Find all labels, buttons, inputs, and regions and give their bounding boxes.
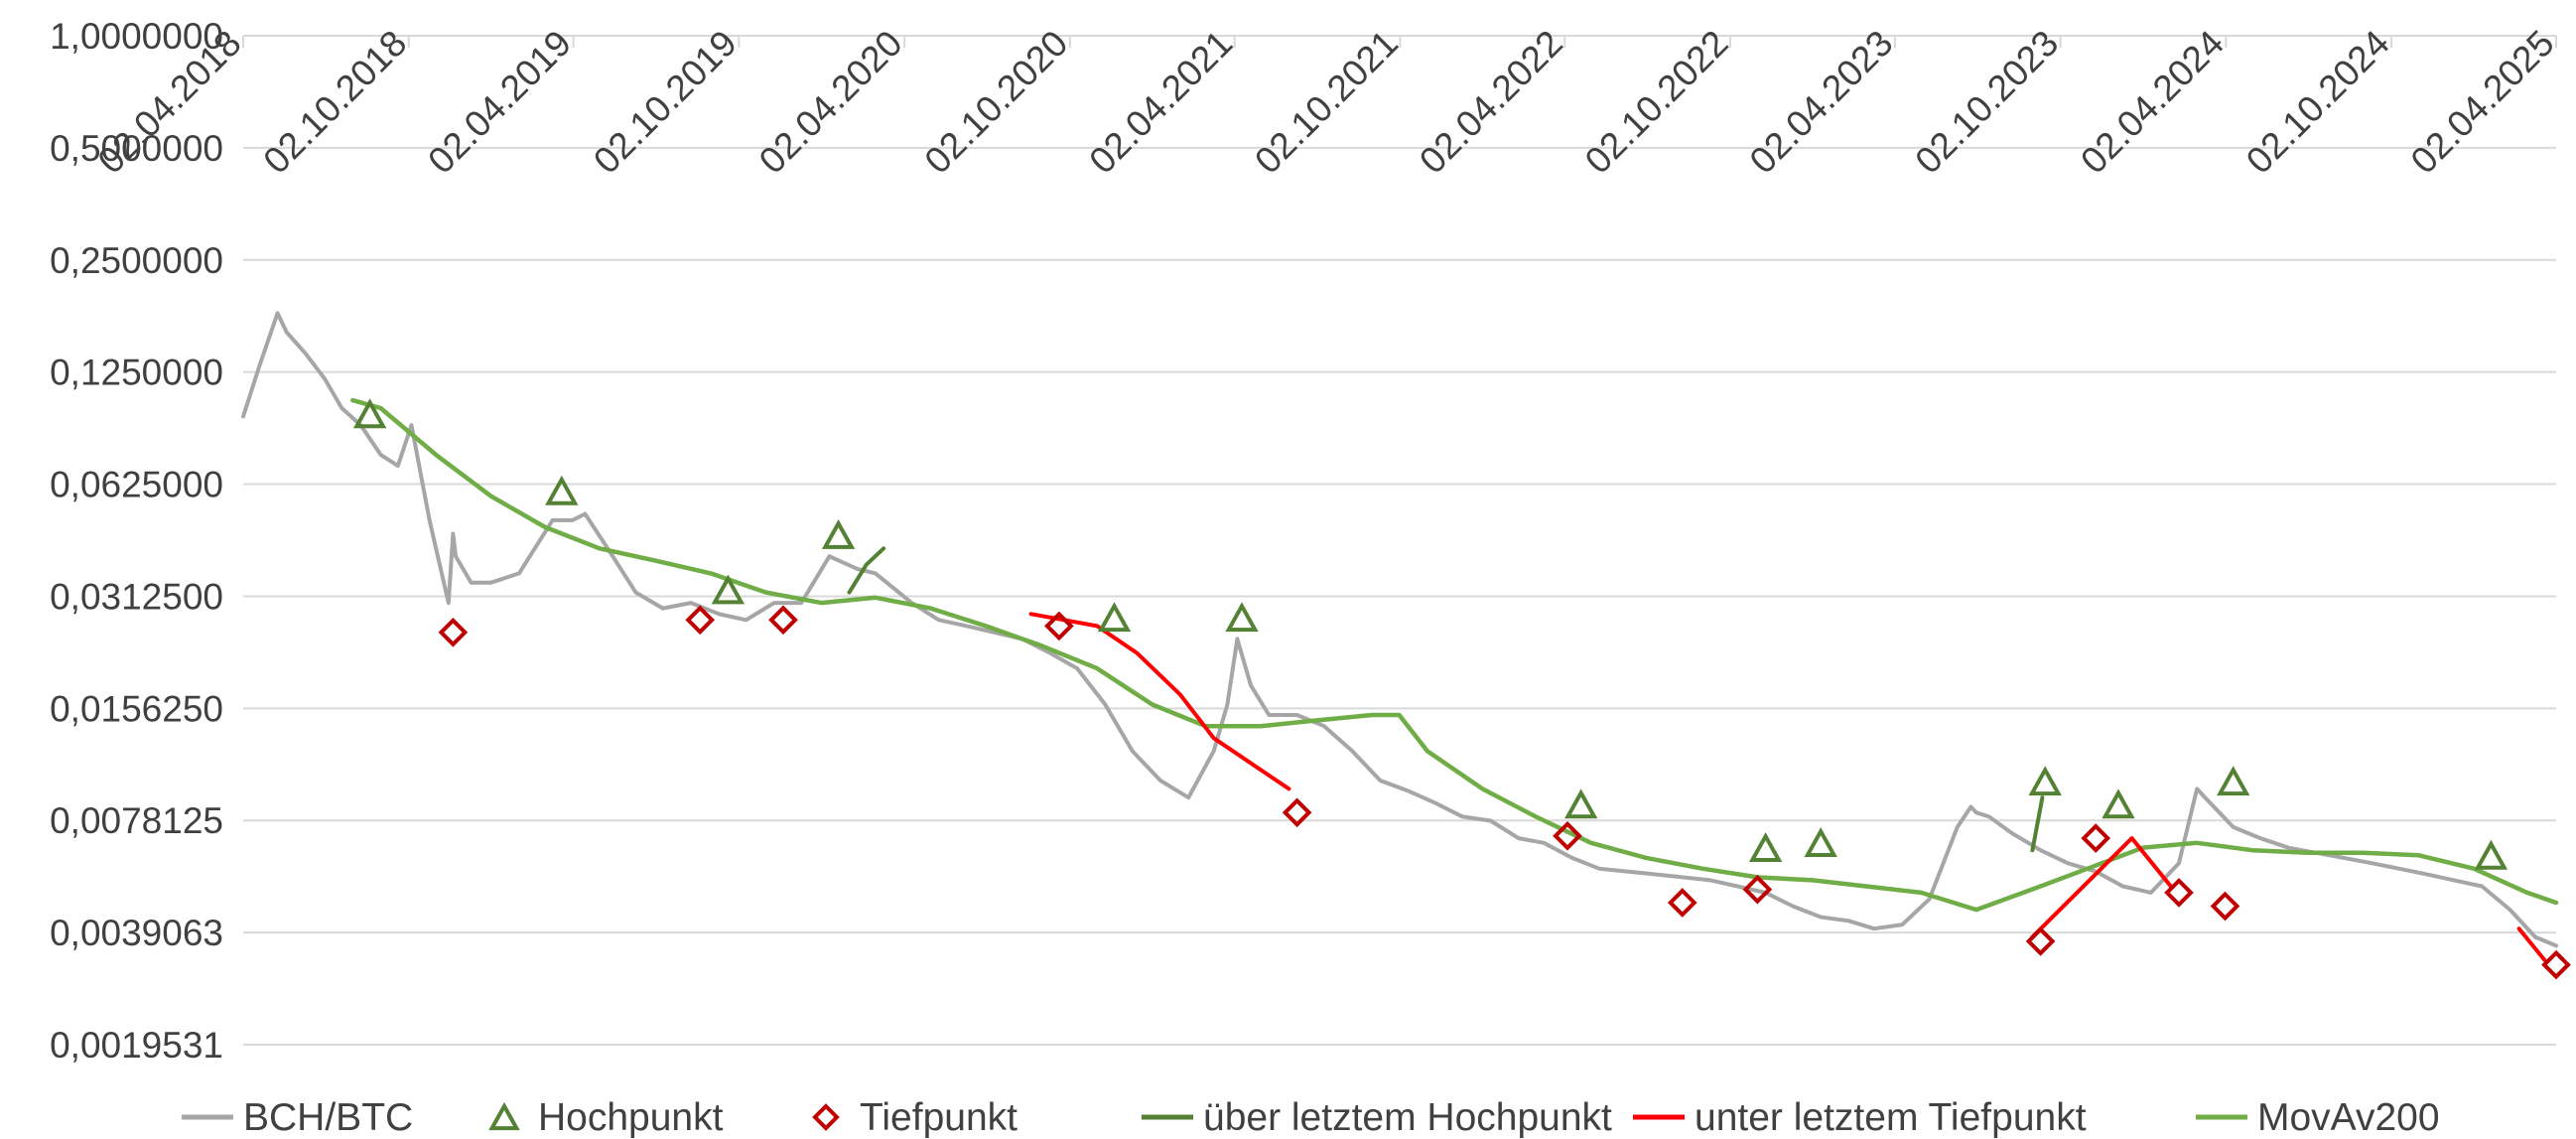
y-tick-label: 0,5000000 [50,128,223,169]
legend-label: BCH/BTC [243,1096,413,1139]
tiefpunkt-marker [438,617,469,647]
y-tick-label: 0,1250000 [50,353,223,393]
hochpunkt-marker [821,519,856,549]
tiefpunkt-marker [2164,878,2194,908]
legend-item: Hochpunkt [488,1096,724,1139]
tiefpunkt-marker [768,605,798,636]
tiefpunkt-marker [2541,949,2571,980]
tiefpunkt-marker [2081,823,2111,853]
x-tick-label: 02.04.2023 [1742,23,1901,182]
legend-item: MovAv200 [2196,1096,2440,1139]
legend-label: MovAv200 [2257,1096,2440,1139]
hochpunkt-marker [545,475,579,505]
y-tick-label: 0,0625000 [50,465,223,505]
hochpunkt-marker [1097,602,1132,633]
legend-item: über letztem Hochpunkt [1142,1096,1612,1139]
markers-layer [352,398,2571,980]
x-tick-label: 02.10.2021 [1247,23,1406,182]
x-tick-label: 02.10.2022 [1577,23,1736,182]
legend-swatch [812,1103,840,1131]
legend-item: unter letztem Tiefpunkt [1633,1096,2087,1139]
series-movav200 [350,397,2559,913]
hochpunkt-marker [2474,839,2508,870]
x-tick-label: 02.04.2019 [420,23,579,182]
y-tick-label: 0,0078125 [50,800,223,841]
hochpunkt-marker [1225,602,1259,633]
y-tick-label: 0,0039063 [50,913,223,953]
legend-label: unter letztem Tiefpunkt [1695,1096,2087,1139]
x-tick-label: 02.04.2020 [751,23,910,182]
legend-item: BCH/BTC [182,1096,413,1139]
y-tick-label: 0,2500000 [50,240,223,281]
hochpunkt-marker [711,574,746,605]
x-tick-label: 02.04.2025 [2403,23,2562,182]
tiefpunkt-marker [1667,888,1697,918]
series-above-high [847,546,886,595]
legend-label: Tiefpunkt [860,1096,1017,1139]
legend-swatch [488,1101,520,1131]
tiefpunkt-marker [2025,926,2056,956]
x-tick-label: 02.10.2018 [255,23,414,182]
x-tick-label: 02.04.2022 [1412,23,1570,182]
y-tick-label: 0,0019531 [50,1025,223,1066]
x-tick-label: 02.04.2024 [2073,23,2232,182]
hochpunkt-marker [1563,788,1598,819]
tiefpunkt-marker [1553,820,1582,851]
hochpunkt-marker [352,398,387,429]
tiefpunkt-marker [685,605,716,636]
tiefpunkt-marker [1282,797,1312,828]
tiefpunkt-marker [2210,891,2240,922]
x-tick-label: 02.10.2019 [586,23,745,182]
series-below-low [2516,926,2547,962]
legend-item: Tiefpunkt [812,1096,1017,1139]
x-tick-label: 02.04.2021 [1081,23,1240,182]
tiefpunkt-marker [1044,611,1074,641]
hochpunkt-marker [1804,827,1837,857]
grid [243,35,2556,1046]
hochpunkt-marker [2101,788,2135,819]
x-tick-label: 02.10.2020 [917,23,1076,182]
hochpunkt-marker [2028,766,2062,796]
hochpunkt-marker [2216,766,2250,796]
legend-label: Hochpunkt [538,1096,724,1139]
legend: BCH/BTC Hochpunkt Tiefpunkt über letztem Ho… [182,1096,2440,1139]
series-below-low [2030,836,2173,939]
y-tick-label: 1,0000000 [50,16,223,57]
legend-label: über letztem Hochpunkt [1203,1096,1612,1139]
series-bch-btc [241,311,2558,948]
hochpunkt-marker [1748,832,1783,862]
series-below-low [1028,612,1291,791]
series-layer [241,311,2559,962]
y-tick-label: 0,0312500 [50,576,223,617]
tiefpunkt-marker [1742,874,1773,905]
x-tick-label: 02.10.2023 [1907,23,2066,182]
y-tick-label: 0,0156250 [50,688,223,729]
x-axis-ticks: 02.04.2018 02.10.2018 02.04.2019 02.10.2019… [90,23,2562,182]
x-tick-label: 02.10.2024 [2238,23,2397,182]
y-axis-ticks: 1,0000000 0,5000000 0,2500000 0,1250000 0,06… [50,16,223,1066]
series-above-high [2030,795,2045,853]
